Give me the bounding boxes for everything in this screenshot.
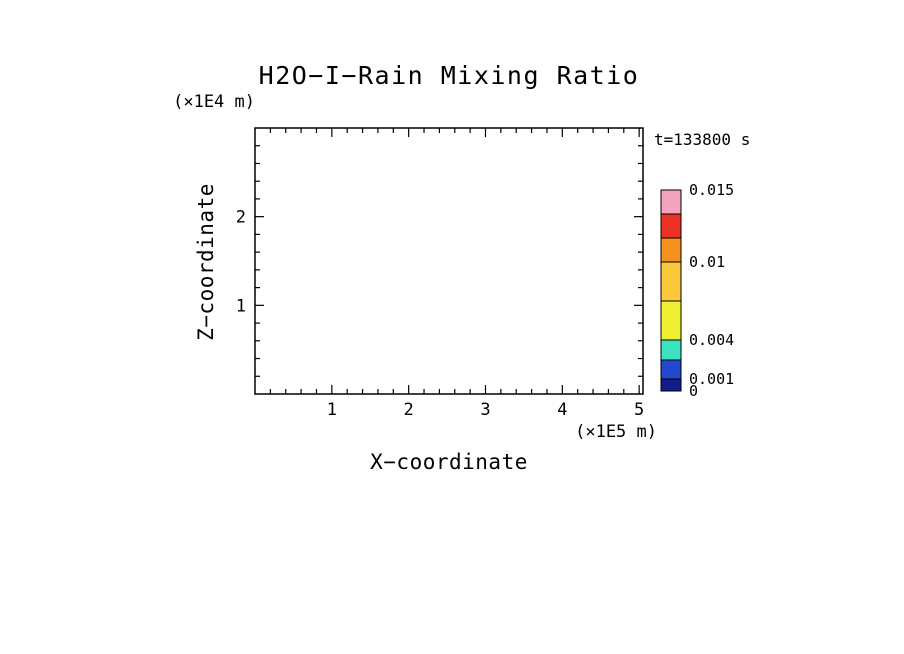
colorbar-segment	[660, 300, 682, 341]
colorbar-segment	[660, 213, 682, 239]
z-axis-units: (×1E4 m)	[173, 92, 255, 112]
plot-title: H2O−I−Rain Mixing Ratio	[258, 61, 640, 90]
colorbar-label: 0	[689, 382, 698, 400]
colorbar-label: 0.001	[689, 370, 734, 388]
y-tick-label: 2	[236, 208, 246, 228]
x-axis-units: (×1E5 m)	[575, 422, 657, 442]
colorbar-segment	[660, 237, 682, 263]
colorbar-label: 0.015	[689, 181, 734, 199]
colorbar-label: 0.01	[689, 253, 725, 271]
colorbar-label: 0.004	[689, 331, 734, 349]
colorbar-segment	[660, 261, 682, 302]
plot-frame-rect	[254, 127, 644, 395]
x-tick-label: 4	[557, 400, 567, 420]
x-axis-label: X−coordinate	[370, 450, 528, 474]
time-annotation: t=133800 s	[654, 130, 751, 149]
x-tick-label: 3	[480, 400, 490, 420]
x-tick-label: 1	[327, 400, 337, 420]
colorbar-segment	[660, 189, 682, 215]
x-tick-label: 5	[634, 400, 644, 420]
colorbar-segment	[660, 378, 682, 392]
colorbar-segment	[660, 359, 682, 380]
colorbar-segment	[660, 339, 682, 361]
x-tick-label: 2	[404, 400, 414, 420]
y-tick-label: 1	[236, 296, 246, 316]
